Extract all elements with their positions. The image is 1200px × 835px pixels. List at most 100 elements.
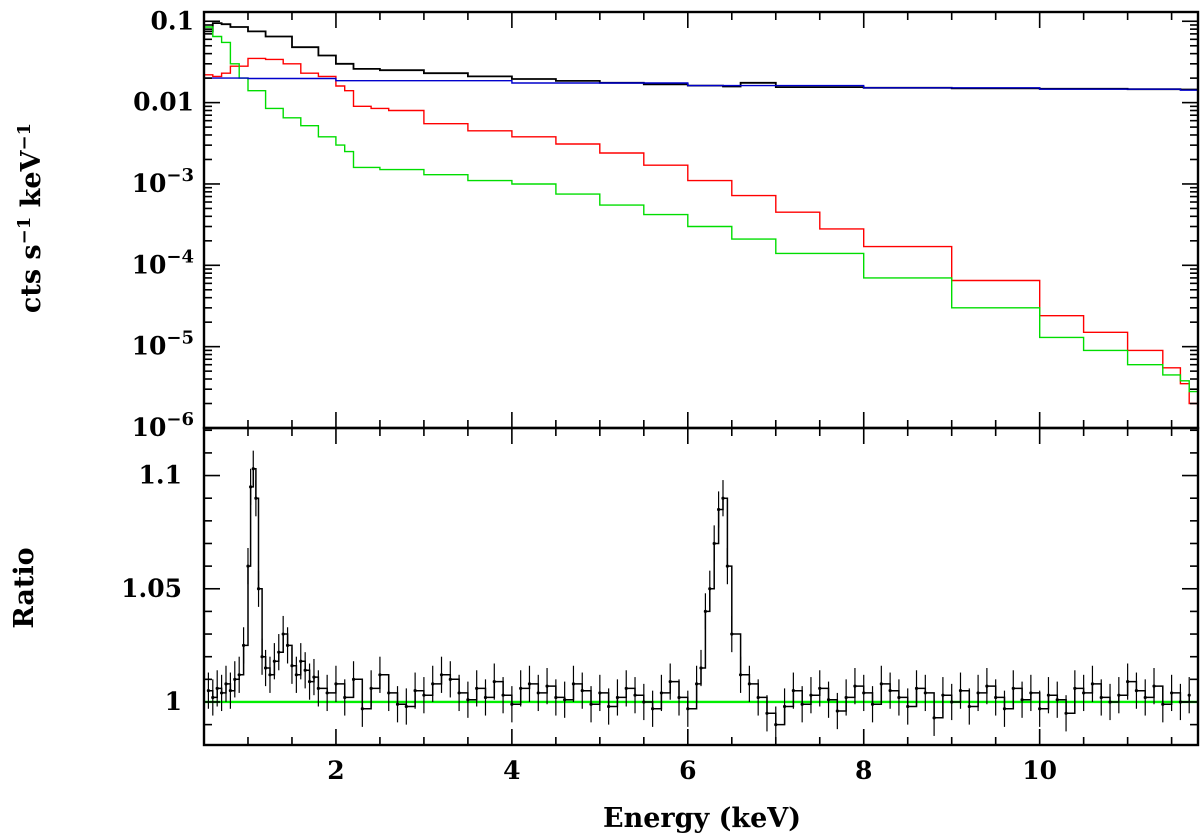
- bottom-ticks: [204, 428, 1198, 745]
- ratio-point: [316, 686, 320, 690]
- top-panel-frame: [202, 10, 1200, 430]
- ratio-point: [554, 695, 558, 700]
- ratio-point: [206, 689, 210, 693]
- ratio-point: [782, 704, 787, 709]
- bottom-panel-frame: [202, 426, 1200, 747]
- bottom-y-axis-title: Ratio: [9, 547, 40, 628]
- ratio-point: [818, 686, 822, 690]
- ratio-point: [1082, 691, 1086, 695]
- ratio-point: [774, 723, 778, 727]
- bottom-y-tick-labels: 1 1.05 1.1: [121, 461, 182, 716]
- ratio-point: [659, 691, 664, 695]
- ratio-point: [791, 689, 795, 693]
- ratio-point: [721, 496, 725, 500]
- ratio-point: [703, 609, 707, 614]
- ratio-point: [294, 673, 298, 677]
- ratio-point: [241, 643, 246, 647]
- ratio-point: [219, 691, 224, 695]
- y-tick-label: 10−3: [132, 165, 194, 198]
- ratio-point: [826, 698, 831, 702]
- x-tick-label: 4: [503, 756, 520, 785]
- ratio-point: [277, 650, 281, 654]
- ratio-point: [249, 485, 253, 489]
- ratio-point: [607, 704, 611, 709]
- x-tick-label: 2: [327, 756, 344, 785]
- ratio-point: [668, 680, 672, 684]
- ratio-point: [228, 689, 232, 693]
- ratio-point: [519, 686, 523, 690]
- ratio-point: [615, 695, 620, 700]
- ratio-point: [1161, 702, 1165, 706]
- ratio-point: [800, 702, 804, 706]
- ratio-point: [571, 682, 576, 686]
- ratio-point: [967, 704, 971, 709]
- ratio-point: [466, 698, 470, 702]
- ratio-point: [1020, 698, 1024, 702]
- ratio-point: [879, 682, 883, 686]
- ratio-point: [870, 702, 875, 706]
- ratio-point: [369, 686, 373, 690]
- ratio-point: [642, 700, 646, 704]
- ratio-point: [360, 707, 364, 711]
- ratio-point: [343, 695, 347, 700]
- ratio-point: [1029, 691, 1033, 695]
- ratio-point: [738, 673, 743, 677]
- ratio-point: [598, 691, 602, 695]
- ratio-point: [431, 682, 435, 686]
- ratio-point: [1046, 693, 1051, 697]
- ratio-point: [475, 686, 479, 690]
- ratio-point: [325, 691, 329, 695]
- ratio-point: [290, 664, 294, 668]
- y-tick-label: 0.01: [133, 88, 194, 117]
- ratio-point: [312, 675, 316, 679]
- y-tick-label: 10−6: [132, 409, 194, 442]
- series-line-green-component: [204, 26, 1199, 404]
- ratio-point: [237, 673, 241, 677]
- ratio-point: [378, 673, 382, 677]
- ratio-point: [1152, 684, 1156, 688]
- ratio-point: [725, 564, 729, 568]
- ratio-point: [254, 496, 258, 500]
- top-y-axis-title: cts s−1 keV−1: [14, 123, 47, 313]
- ratio-point: [422, 693, 426, 697]
- x-tick-label: 8: [855, 756, 872, 785]
- ratio-point: [563, 698, 567, 702]
- ratio-point: [334, 682, 338, 686]
- top-y-tick-labels: 0.1 0.01 10−3 10−4 10−5 10−6: [132, 6, 194, 442]
- ratio-point: [1170, 691, 1174, 695]
- ratio-point: [888, 689, 892, 693]
- ratio-point: [404, 704, 408, 709]
- ratio-point: [263, 666, 268, 670]
- ratio-point: [844, 695, 848, 700]
- ratio-point: [1126, 680, 1130, 684]
- ratio-point: [809, 693, 813, 697]
- ratio-point: [958, 689, 963, 693]
- ratio-point: [1002, 707, 1007, 711]
- ratio-point: [527, 682, 532, 686]
- ratio-point: [268, 673, 272, 677]
- ratio-point: [1073, 686, 1077, 690]
- ratio-point: [256, 587, 261, 591]
- top-curves: [204, 22, 1199, 414]
- y-tick-label: 0.1: [151, 6, 195, 35]
- ratio-point: [699, 666, 703, 670]
- ratio-point: [1064, 711, 1068, 715]
- ratio-point: [1187, 693, 1191, 697]
- ratio-point: [281, 632, 285, 636]
- ratio-point: [215, 686, 219, 690]
- ratio-point: [395, 702, 400, 706]
- ratio-point: [651, 707, 655, 711]
- ratio-point: [1134, 689, 1139, 693]
- ratio-point: [1099, 695, 1103, 700]
- ratio-point: [950, 700, 954, 704]
- ratio-point: [853, 684, 857, 688]
- ratio-point: [1038, 707, 1042, 711]
- y-tick-label: 1.1: [139, 461, 183, 490]
- ratio-point: [251, 467, 255, 471]
- ratio-point: [862, 691, 866, 695]
- x-tick-label: 6: [679, 756, 696, 785]
- ratio-point: [413, 689, 417, 693]
- ratio-point: [457, 691, 461, 695]
